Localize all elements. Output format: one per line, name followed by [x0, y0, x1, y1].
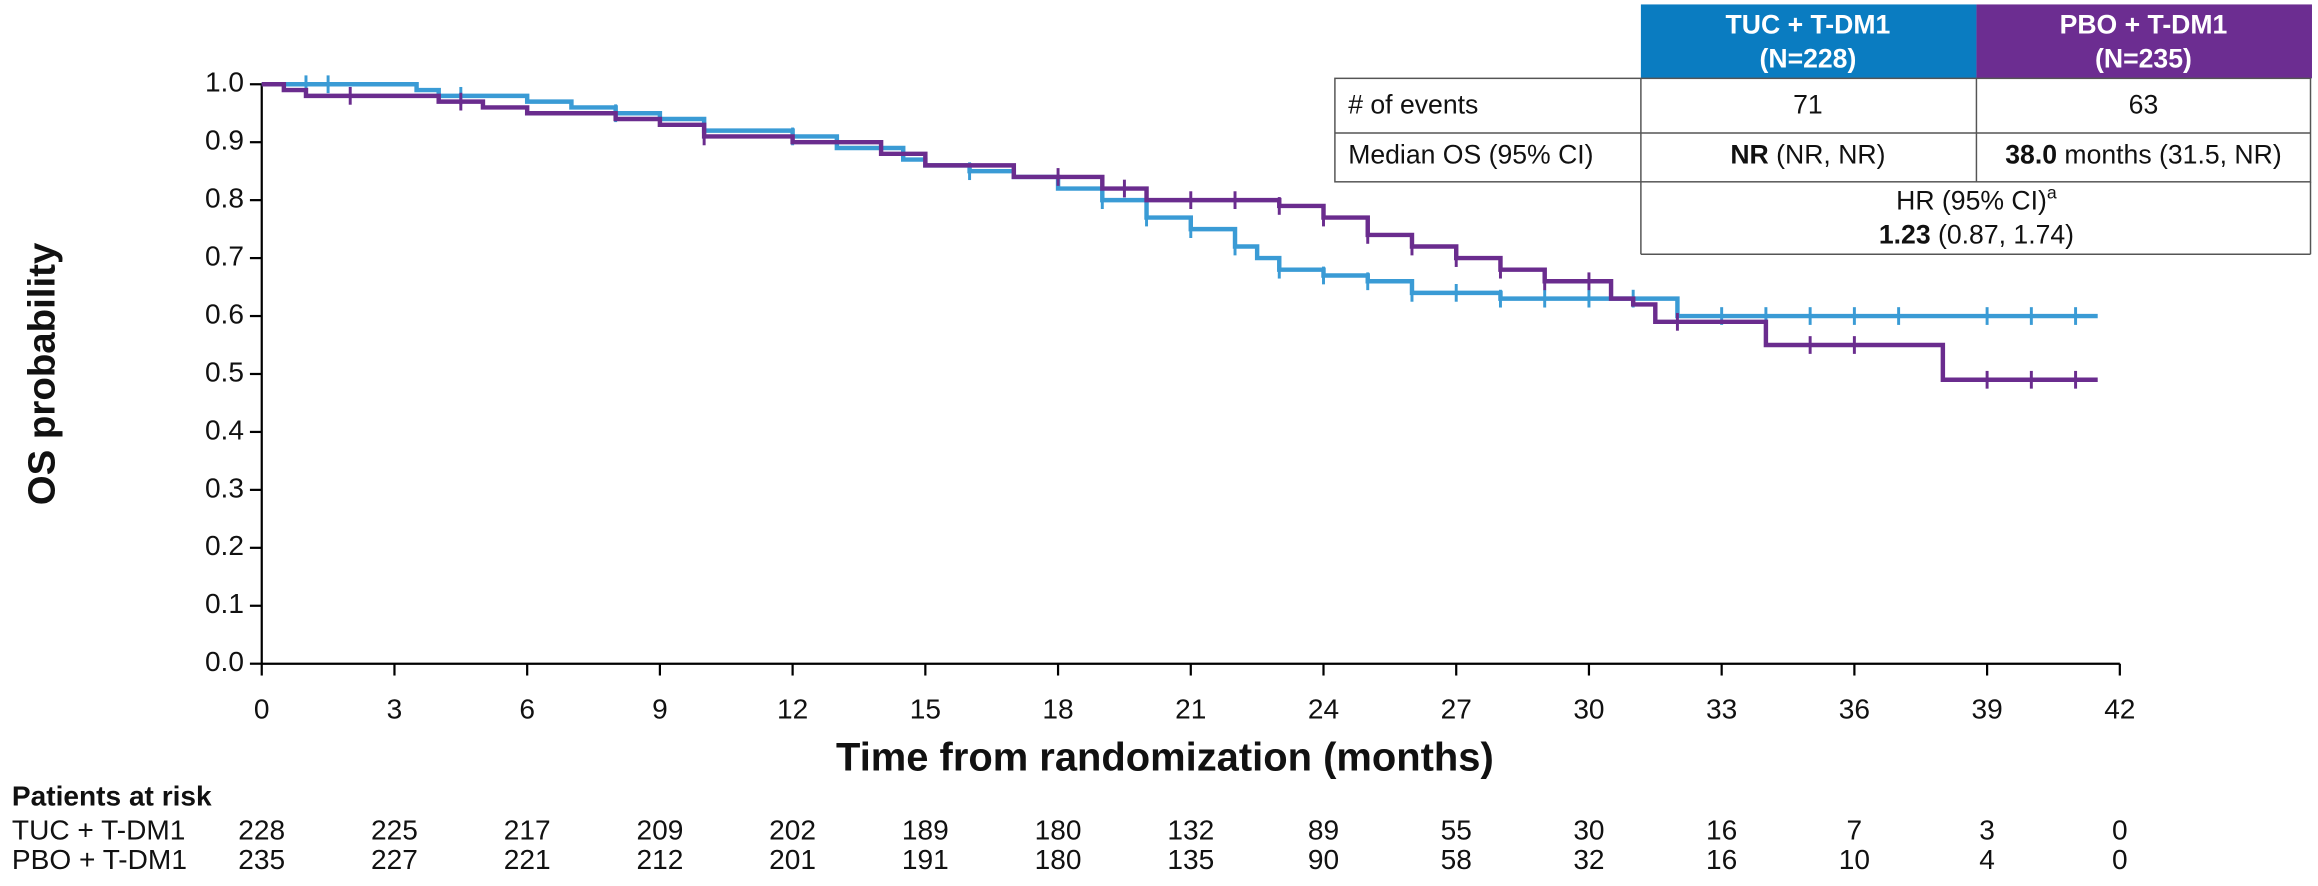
risk-title: Patients at risk — [12, 781, 212, 812]
risk-value: 189 — [902, 815, 949, 846]
x-tick-label: 42 — [2104, 693, 2135, 724]
risk-value: 58 — [1441, 844, 1472, 875]
header-n: (N=235) — [2095, 44, 2192, 74]
y-tick-label: 0.3 — [205, 472, 244, 503]
risk-value: 227 — [371, 844, 418, 875]
risk-value: 202 — [769, 815, 816, 846]
header-cell — [1640, 4, 1977, 79]
x-tick-label: 6 — [519, 693, 535, 724]
x-tick-label: 27 — [1441, 693, 1472, 724]
hr-bold: 1.23 — [1879, 220, 1931, 250]
risk-value: 135 — [1167, 844, 1214, 875]
x-tick-label: 0 — [254, 693, 270, 724]
x-tick-label: 24 — [1308, 693, 1339, 724]
header-name: TUC + T-DM1 — [1726, 10, 1891, 40]
x-tick-label: 39 — [1971, 693, 2002, 724]
x-tick-label: 3 — [387, 693, 403, 724]
x-tick-label: 9 — [652, 693, 668, 724]
x-tick-label: 12 — [777, 693, 808, 724]
risk-value: 201 — [769, 844, 816, 875]
risk-value: 0 — [2112, 844, 2128, 875]
risk-value: 16 — [1706, 815, 1737, 846]
hr-text: HR (95% CI) — [1896, 186, 2047, 216]
x-tick-label: 36 — [1839, 693, 1870, 724]
risk-value: 235 — [238, 844, 285, 875]
y-axis-title: OS probability — [21, 242, 64, 505]
risk-value: 191 — [902, 844, 949, 875]
risk-value: 180 — [1035, 815, 1082, 846]
cell-rest: months (31.5, NR) — [2064, 140, 2281, 170]
risk-value: 217 — [504, 815, 551, 846]
hr-rest: (0.87, 1.74) — [1938, 220, 2074, 250]
y-tick-label: 0.6 — [205, 298, 244, 329]
risk-value: 4 — [1979, 844, 1995, 875]
cell-bold: NR — [1730, 140, 1768, 170]
risk-value: 225 — [371, 815, 418, 846]
cell: NR (NR, NR) — [1730, 140, 1885, 170]
risk-value: 132 — [1167, 815, 1214, 846]
x-tick-label: 15 — [910, 693, 941, 724]
survival-curve — [261, 82, 2098, 382]
cell: 71 — [1793, 89, 1823, 119]
header-cell — [1976, 4, 2312, 79]
cell-bold: 38.0 — [2005, 140, 2057, 170]
risk-value: 30 — [1573, 815, 1604, 846]
x-tick-label: 30 — [1573, 693, 1604, 724]
risk-value: 180 — [1035, 844, 1082, 875]
risk-row-label: TUC + T-DM1 — [12, 815, 185, 846]
header-name: PBO + T-DM1 — [2060, 10, 2228, 40]
y-tick-label: 0.8 — [205, 183, 244, 214]
cell-rest: (NR, NR) — [1776, 140, 1885, 170]
y-tick-label: 0.2 — [205, 530, 244, 561]
y-tick-label: 0.1 — [205, 588, 244, 619]
risk-value: 89 — [1308, 815, 1339, 846]
results-table: TUC + T-DM1 (N=228) PBO + T-DM1 (N=235) … — [1334, 4, 2312, 255]
x-axis-title: Time from randomization (months) — [836, 735, 1494, 779]
x-tick-label: 33 — [1706, 693, 1737, 724]
y-tick-label: 0.0 — [205, 646, 244, 677]
x-tick-label: 18 — [1042, 693, 1073, 724]
risk-value: 55 — [1441, 815, 1472, 846]
row-label: Median OS (95% CI) — [1348, 140, 1593, 170]
risk-row-label: PBO + T-DM1 — [12, 844, 187, 875]
y-tick-label: 0.7 — [205, 241, 244, 272]
table-border — [1334, 77, 2312, 183]
risk-value: 90 — [1308, 844, 1339, 875]
y-tick-label: 0.5 — [205, 356, 244, 387]
y-tick-label: 1.0 — [205, 67, 244, 98]
x-tick-label: 21 — [1175, 693, 1206, 724]
risk-value: 3 — [1979, 815, 1995, 846]
hr-label: HR (95% CI)a — [1896, 182, 2057, 215]
risk-value: 212 — [636, 844, 683, 875]
risk-value: 209 — [636, 815, 683, 846]
header-n: (N=228) — [1760, 44, 1857, 74]
risk-value: 16 — [1706, 844, 1737, 875]
cell: 63 — [2129, 89, 2159, 119]
risk-value: 221 — [504, 844, 551, 875]
risk-value: 32 — [1573, 844, 1604, 875]
hr-value: 1.23 (0.87, 1.74) — [1879, 220, 2074, 250]
risk-value: 7 — [1847, 815, 1863, 846]
risk-value: 0 — [2112, 815, 2128, 846]
risk-value: 228 — [238, 815, 285, 846]
y-tick-label: 0.4 — [205, 414, 244, 445]
hr-sup: a — [2047, 182, 2057, 202]
cell: 38.0 months (31.5, NR) — [2005, 140, 2281, 170]
y-tick-label: 0.9 — [205, 125, 244, 156]
row-label: # of events — [1348, 89, 1478, 119]
risk-value: 10 — [1839, 844, 1870, 875]
